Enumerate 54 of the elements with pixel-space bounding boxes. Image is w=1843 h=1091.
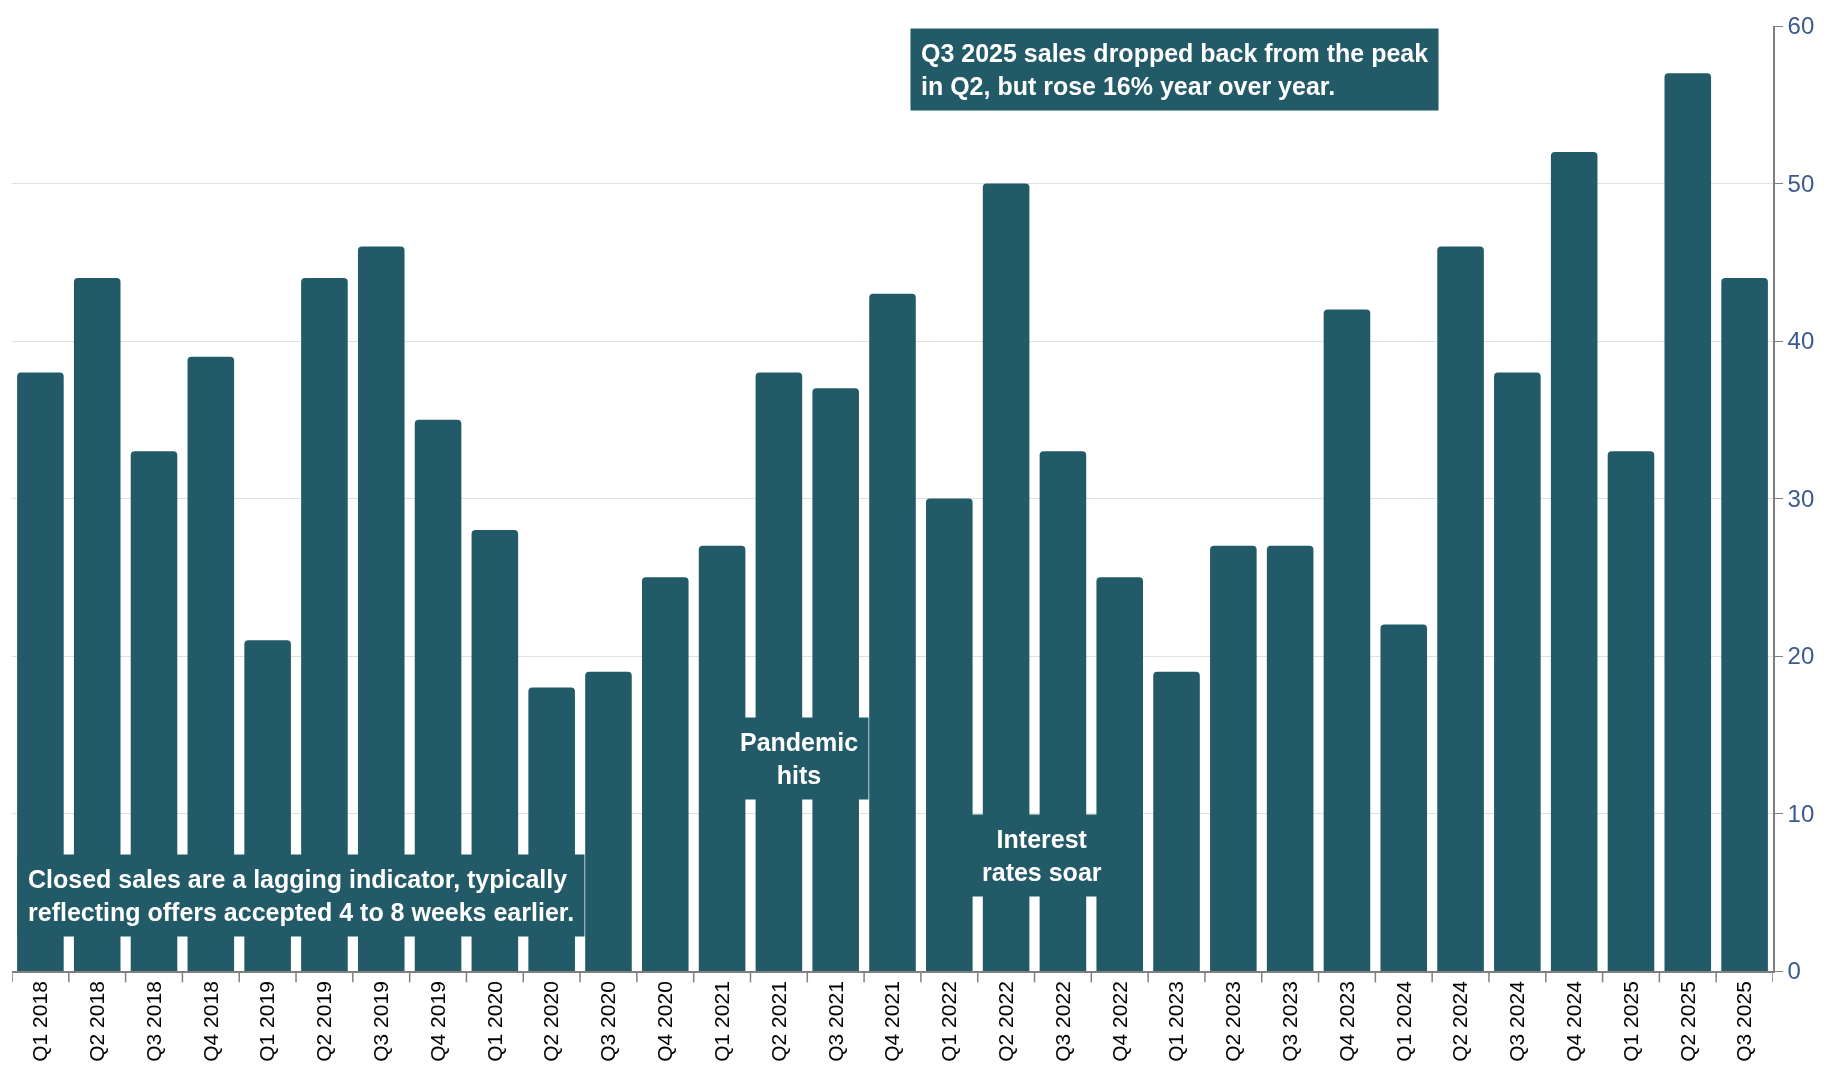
x-tick-label: Q4 2022 bbox=[1107, 981, 1131, 1062]
x-tick-label: Q3 2019 bbox=[369, 981, 393, 1062]
y-tick-label: 60 bbox=[1787, 12, 1815, 40]
x-tick-label: Q2 2025 bbox=[1675, 981, 1699, 1062]
x-tick-label: Q1 2022 bbox=[937, 981, 961, 1062]
x-tick-label: Q3 2022 bbox=[1050, 981, 1074, 1062]
y-tick-label: 30 bbox=[1787, 484, 1815, 512]
x-tick-label: Q1 2023 bbox=[1164, 981, 1188, 1062]
x-tick-label: Q1 2025 bbox=[1618, 981, 1642, 1062]
bar bbox=[1721, 278, 1768, 971]
bar bbox=[1323, 309, 1371, 971]
x-tick-label: Q2 2023 bbox=[1221, 981, 1245, 1062]
x-tick-label: Q1 2021 bbox=[709, 981, 733, 1062]
x-tick-label: Q3 2021 bbox=[823, 981, 847, 1062]
x-tick-label: Q4 2024 bbox=[1562, 980, 1586, 1062]
annotation: Q3 2025 sales dropped back from the peak in Q2, but rose 16% year over year. bbox=[921, 39, 1429, 100]
x-tick-label: Q2 2022 bbox=[993, 981, 1017, 1062]
annotation: Pandemic hits bbox=[740, 728, 859, 789]
x-tick-label: Q1 2018 bbox=[28, 981, 52, 1062]
bar bbox=[641, 577, 689, 971]
x-tick-label: Q4 2021 bbox=[880, 981, 904, 1062]
y-tick-label: 20 bbox=[1787, 642, 1815, 670]
x-tick-label: Q1 2020 bbox=[482, 981, 506, 1062]
x-tick-label: Q2 2020 bbox=[539, 981, 563, 1062]
x-tick-label: Q3 2020 bbox=[596, 981, 620, 1062]
annotation: Interest rates soar bbox=[982, 825, 1102, 886]
x-tick-label: Q2 2018 bbox=[85, 981, 109, 1062]
x-tick-label: Q3 2023 bbox=[1277, 981, 1301, 1062]
x-tick-label: Q3 2024 bbox=[1505, 980, 1529, 1062]
y-tick-label: 50 bbox=[1787, 169, 1815, 197]
bar bbox=[1437, 246, 1484, 971]
bar bbox=[1494, 372, 1541, 971]
annotation: Closed sales are a lagging indicator, typically reflecting offers accepted 4 to 8 weeks earlier. bbox=[28, 865, 575, 926]
x-tick-label: Q4 2018 bbox=[198, 981, 222, 1062]
x-tick-label: Q4 2019 bbox=[425, 981, 449, 1062]
x-tick-label: Q3 2025 bbox=[1732, 981, 1756, 1062]
bar bbox=[1550, 152, 1598, 971]
x-tick-label: Q2 2024 bbox=[1448, 980, 1472, 1062]
y-tick-label: 0 bbox=[1787, 957, 1801, 985]
x-tick-label: Q2 2019 bbox=[312, 981, 336, 1062]
bar bbox=[1664, 73, 1712, 971]
y-tick-label: 10 bbox=[1787, 799, 1815, 827]
bar bbox=[1266, 545, 1314, 971]
x-tick-label: Q4 2023 bbox=[1334, 981, 1358, 1062]
x-tick-label: Q3 2018 bbox=[141, 981, 165, 1062]
x-tick-label: Q2 2021 bbox=[766, 981, 790, 1062]
x-tick-label: Q1 2024 bbox=[1391, 980, 1415, 1062]
y-tick-label: 40 bbox=[1787, 327, 1815, 355]
x-tick-label: Q4 2020 bbox=[653, 981, 677, 1062]
bar bbox=[1210, 545, 1257, 971]
bar bbox=[1607, 451, 1655, 971]
bar bbox=[1380, 624, 1428, 971]
bar bbox=[1153, 671, 1200, 971]
x-tick-label: Q1 2019 bbox=[255, 981, 279, 1062]
